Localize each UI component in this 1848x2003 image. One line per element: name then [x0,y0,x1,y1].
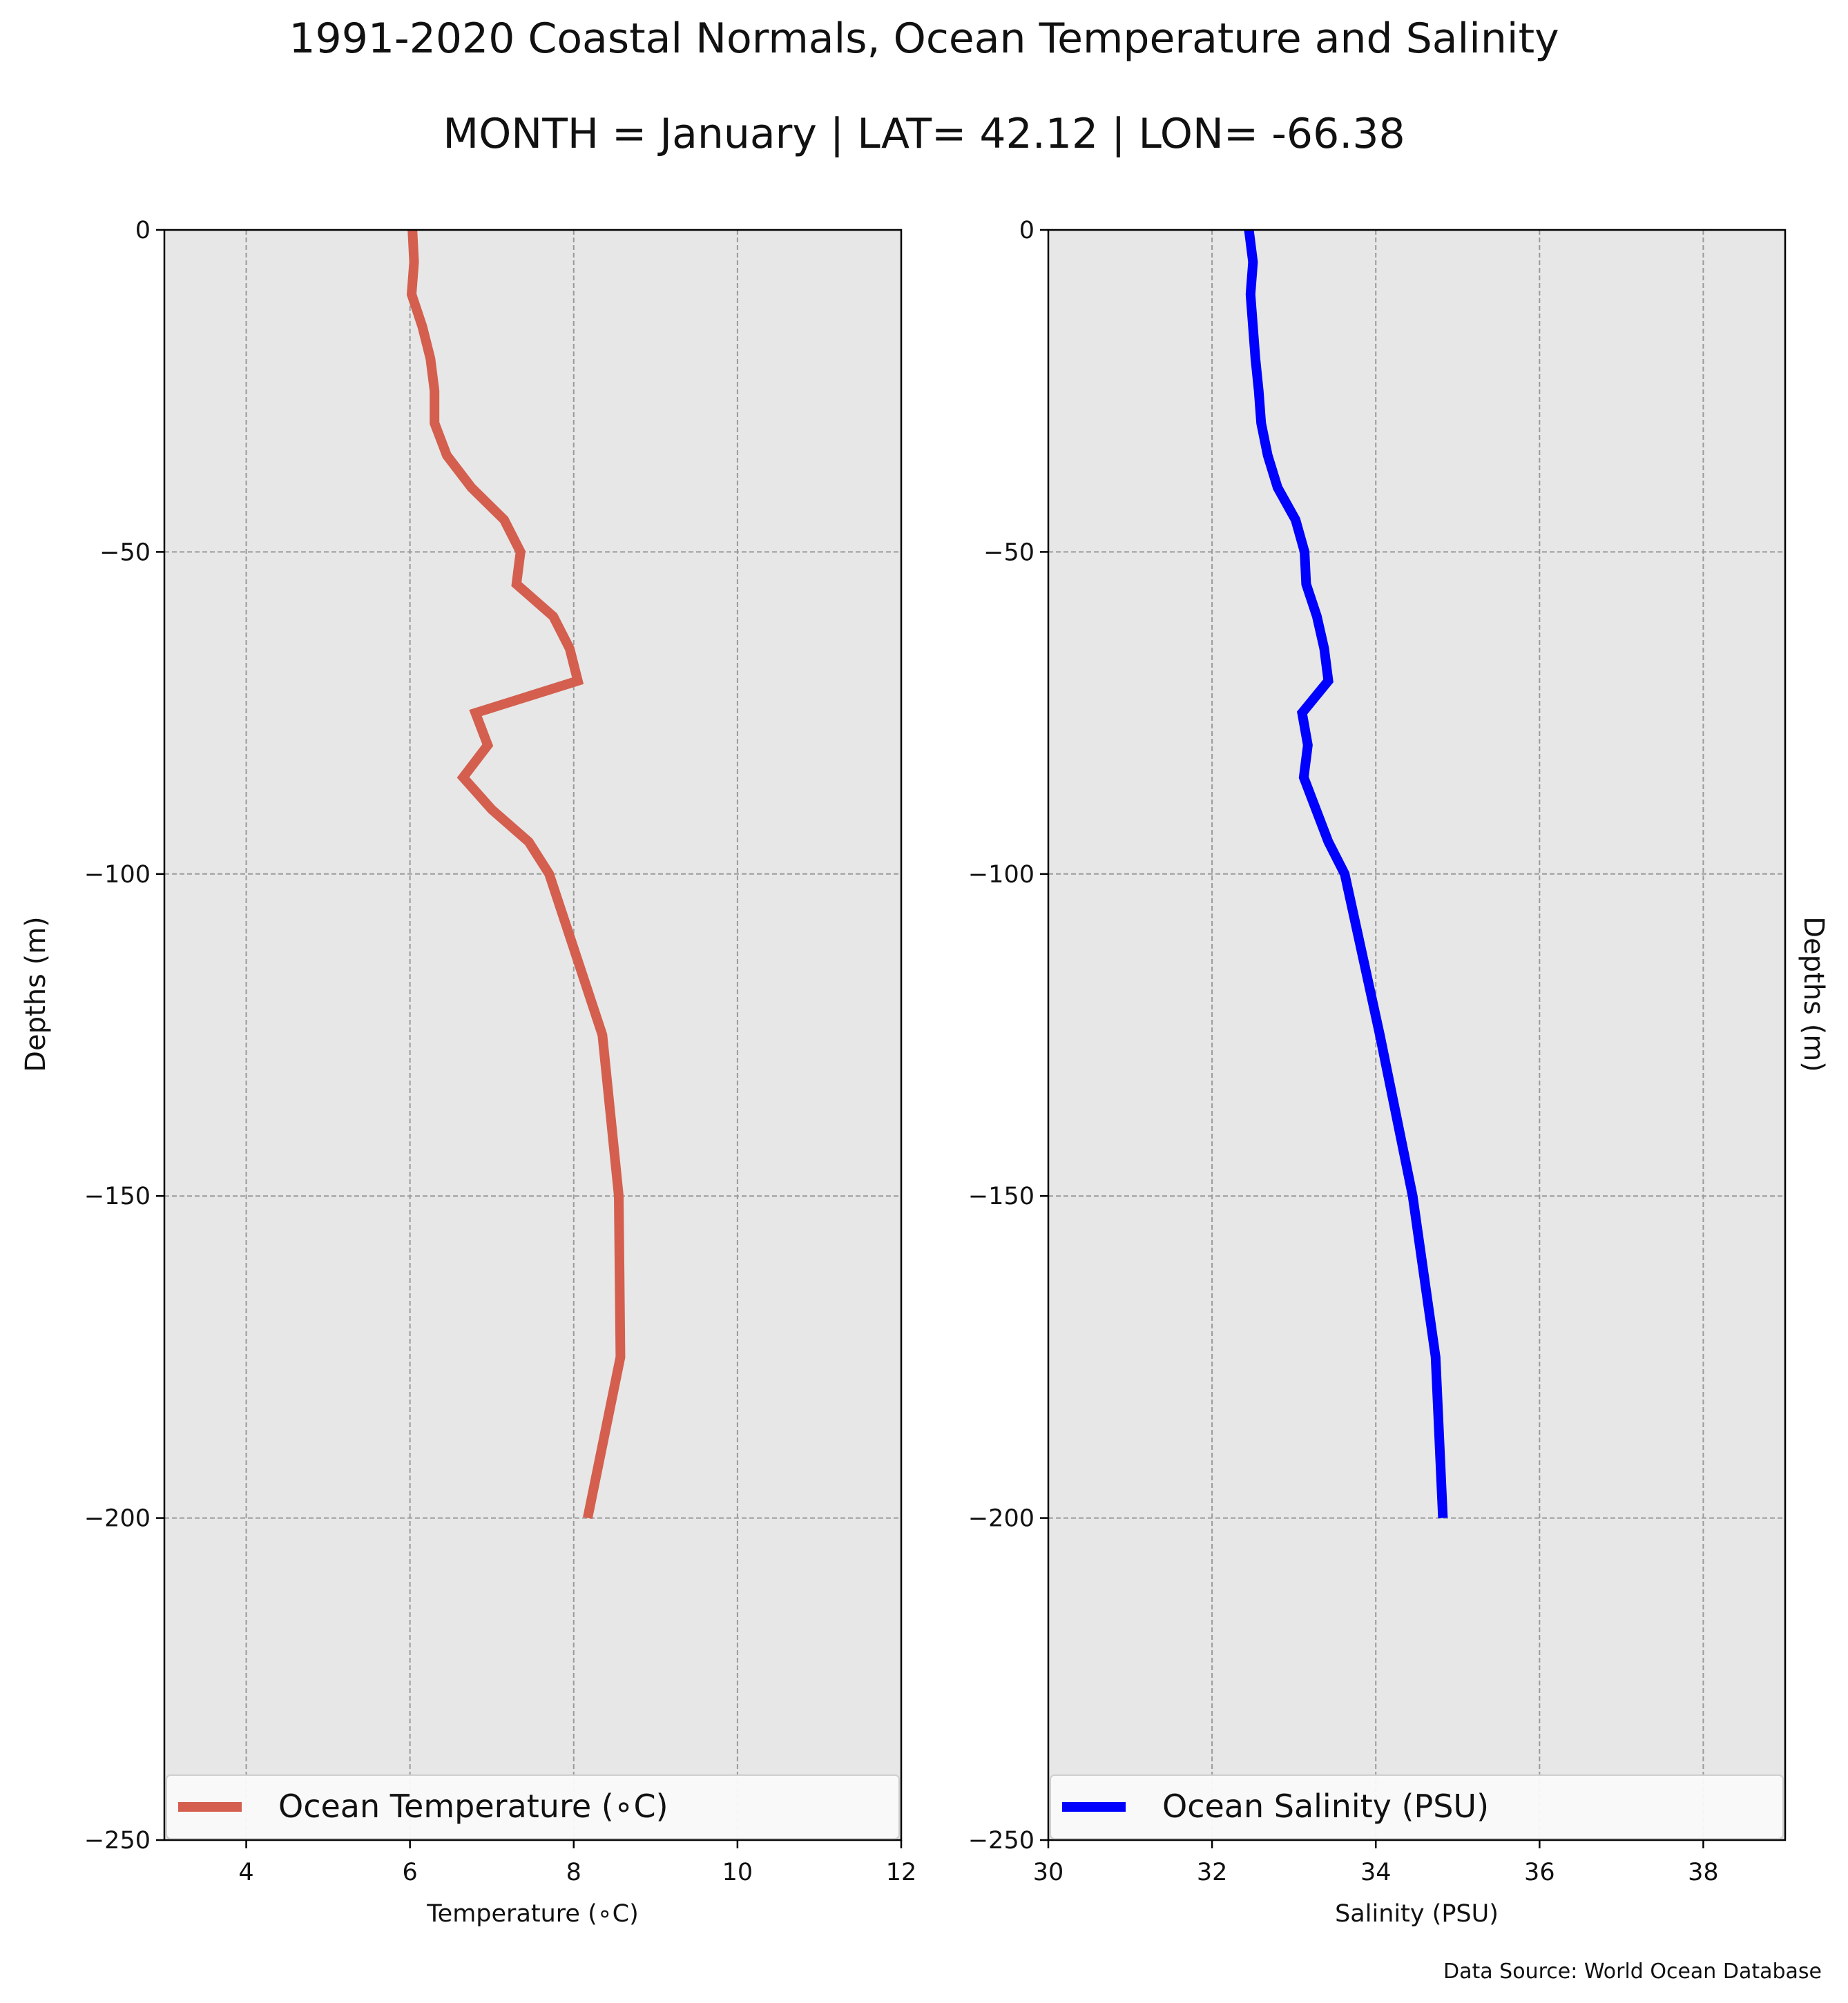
right-series-line [1244,229,1448,1518]
right-y-tick-label: −150 [968,1183,1034,1210]
left-y-tick-label: −100 [84,861,151,889]
left-y-axis-label: Depths (m) [20,916,52,1072]
right-x-tick-label: 34 [1360,1859,1392,1886]
data-source-note: Data Source: World Ocean Database [1443,1960,1822,1984]
left-x-tick-label: 6 [403,1859,418,1886]
right-axes-frame [1047,229,1787,1841]
left-y-tick-label: 0 [135,217,151,244]
left-x-tick-label: 10 [722,1859,753,1886]
right-legend-box [1050,1774,1784,1839]
right-x-axis-label: Salinity (PSU) [1335,1900,1499,1928]
right-y-tick-label: −50 [983,539,1034,566]
right-y-tick-label: 0 [1019,217,1034,244]
right-y-axis-label: Depths (m) [1798,916,1829,1072]
left-x-tick-label: 4 [238,1859,253,1886]
right-y-tick-label: −100 [968,861,1034,889]
left-legend-box [166,1774,900,1839]
left-series-line [406,229,626,1519]
left-y-tick-label: −200 [84,1505,151,1533]
chart-subtitle: MONTH = January | LAT= 42.12 | LON= -66.… [443,110,1405,158]
right-legend-label: Ocean Salinity (PSU) [1162,1788,1489,1825]
left-x-tick-label: 12 [886,1859,917,1886]
right-x-tick-label: 38 [1688,1859,1719,1886]
right-y-tick-label: −250 [968,1827,1034,1855]
left-y-tick-label: −50 [99,539,151,566]
left-axes-frame [163,229,903,1841]
right-x-tick-label: 32 [1197,1859,1228,1886]
right-x-tick-label: 30 [1033,1859,1064,1886]
left-y-tick-label: −250 [84,1827,151,1855]
left-y-tick-label: −150 [84,1183,151,1210]
right-plot-area [1048,230,1785,1840]
right-y-tick-label: −200 [968,1505,1034,1533]
left-plot-area [164,230,901,1840]
left-x-tick-label: 8 [566,1859,581,1886]
chart-title: 1991-2020 Coastal Normals, Ocean Tempera… [289,14,1559,63]
right-x-tick-label: 36 [1524,1859,1555,1886]
left-legend-label: Ocean Temperature (∘C) [278,1788,668,1825]
left-x-axis-label: Temperature (∘C) [426,1900,639,1928]
